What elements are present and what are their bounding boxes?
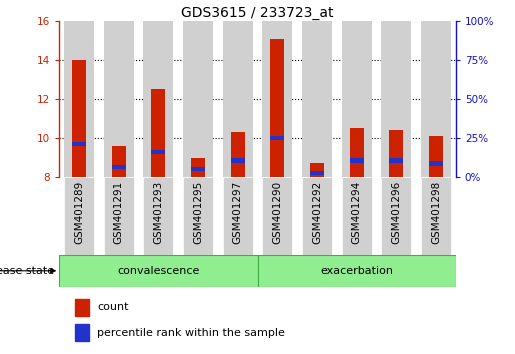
Bar <box>104 21 133 177</box>
Bar <box>258 255 456 287</box>
Bar <box>302 21 332 177</box>
Text: count: count <box>97 302 129 312</box>
Bar <box>223 177 252 255</box>
Bar <box>72 60 86 177</box>
Text: GSM401292: GSM401292 <box>312 181 322 244</box>
Text: convalescence: convalescence <box>117 266 199 276</box>
Bar <box>191 167 205 171</box>
Bar <box>183 177 213 255</box>
Bar <box>64 21 94 177</box>
Bar <box>144 21 173 177</box>
Bar <box>231 132 245 177</box>
Bar <box>421 21 451 177</box>
Text: exacerbation: exacerbation <box>320 266 393 276</box>
Bar <box>310 164 324 177</box>
Bar <box>104 177 133 255</box>
Bar <box>421 177 451 255</box>
Bar <box>75 324 90 341</box>
Bar <box>59 255 258 287</box>
Text: GSM401291: GSM401291 <box>114 181 124 244</box>
Bar <box>270 136 284 140</box>
Bar <box>270 39 284 177</box>
Text: GSM401297: GSM401297 <box>233 181 243 244</box>
Bar <box>263 21 292 177</box>
Bar <box>382 177 411 255</box>
Bar <box>389 130 403 177</box>
Bar <box>231 158 245 162</box>
Bar <box>64 177 94 255</box>
Bar <box>350 158 364 162</box>
Bar <box>151 149 165 154</box>
Text: GSM401296: GSM401296 <box>391 181 401 244</box>
Text: GSM401295: GSM401295 <box>193 181 203 244</box>
Bar <box>342 21 371 177</box>
Bar <box>72 142 86 146</box>
Bar <box>429 161 443 166</box>
Text: GSM401298: GSM401298 <box>431 181 441 244</box>
Text: percentile rank within the sample: percentile rank within the sample <box>97 328 285 338</box>
Bar <box>302 177 332 255</box>
Title: GDS3615 / 233723_at: GDS3615 / 233723_at <box>181 6 334 20</box>
Bar <box>191 158 205 177</box>
Bar <box>389 158 403 162</box>
Bar <box>263 177 292 255</box>
Bar <box>429 136 443 177</box>
Bar <box>183 21 213 177</box>
Bar <box>350 128 364 177</box>
Bar <box>112 165 126 170</box>
Bar <box>223 21 252 177</box>
Bar <box>310 171 324 175</box>
Text: disease state: disease state <box>0 266 54 276</box>
Text: GSM401294: GSM401294 <box>352 181 362 244</box>
Text: GSM401289: GSM401289 <box>74 181 84 244</box>
Bar <box>151 89 165 177</box>
Text: GSM401290: GSM401290 <box>272 181 282 244</box>
Bar <box>342 177 371 255</box>
Bar <box>144 177 173 255</box>
Bar <box>75 299 90 316</box>
Bar <box>382 21 411 177</box>
Text: GSM401293: GSM401293 <box>153 181 163 244</box>
Bar <box>112 146 126 177</box>
